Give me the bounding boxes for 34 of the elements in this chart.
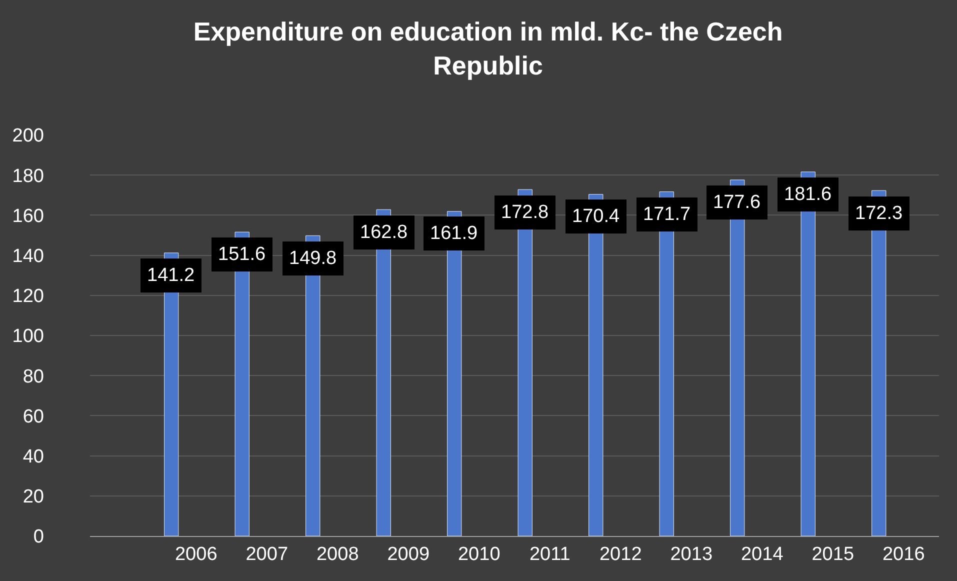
y-tick-label: 200 <box>12 126 44 147</box>
x-tick-label: 2016 <box>882 544 925 565</box>
x-tick-label: 2008 <box>316 544 359 565</box>
y-tick-label: 160 <box>12 206 44 227</box>
y-tick-label: 100 <box>12 326 44 348</box>
x-tick-label: 2015 <box>812 544 854 565</box>
x-tick-label: 2014 <box>740 544 784 565</box>
data-label: 162.8 <box>360 222 408 243</box>
x-tick-label: 2009 <box>387 544 430 565</box>
y-tick-label: 0 <box>33 526 44 548</box>
data-label: 172.8 <box>501 202 549 223</box>
data-label: 181.6 <box>784 184 832 205</box>
x-tick-label: 2010 <box>458 544 500 565</box>
y-tick-label: 120 <box>12 286 44 308</box>
y-tick-label: 140 <box>12 246 44 267</box>
data-label: 151.6 <box>218 244 266 265</box>
x-tick-label: 2007 <box>246 544 288 565</box>
y-tick-label: 180 <box>12 166 44 187</box>
chart-title: Expenditure on education in mld. Kc- the Czech Republic <box>193 16 783 80</box>
data-label: 149.8 <box>289 248 337 269</box>
x-tick-label: 2006 <box>174 544 218 565</box>
y-tick-label: 80 <box>22 366 44 388</box>
y-tick-label: 60 <box>22 406 44 428</box>
data-label: 177.6 <box>713 192 761 213</box>
x-tick-label: 2012 <box>599 544 642 565</box>
data-label: 171.7 <box>643 204 691 225</box>
y-tick-label: 40 <box>22 446 44 468</box>
data-label: 170.4 <box>572 206 620 227</box>
x-tick-label: 2013 <box>670 544 713 565</box>
y-tick-label: 20 <box>22 486 44 508</box>
data-label: 172.3 <box>855 203 903 224</box>
data-label: 161.9 <box>430 223 478 244</box>
x-tick-label: 2011 <box>529 544 570 565</box>
data-label: 141.2 <box>147 265 195 286</box>
